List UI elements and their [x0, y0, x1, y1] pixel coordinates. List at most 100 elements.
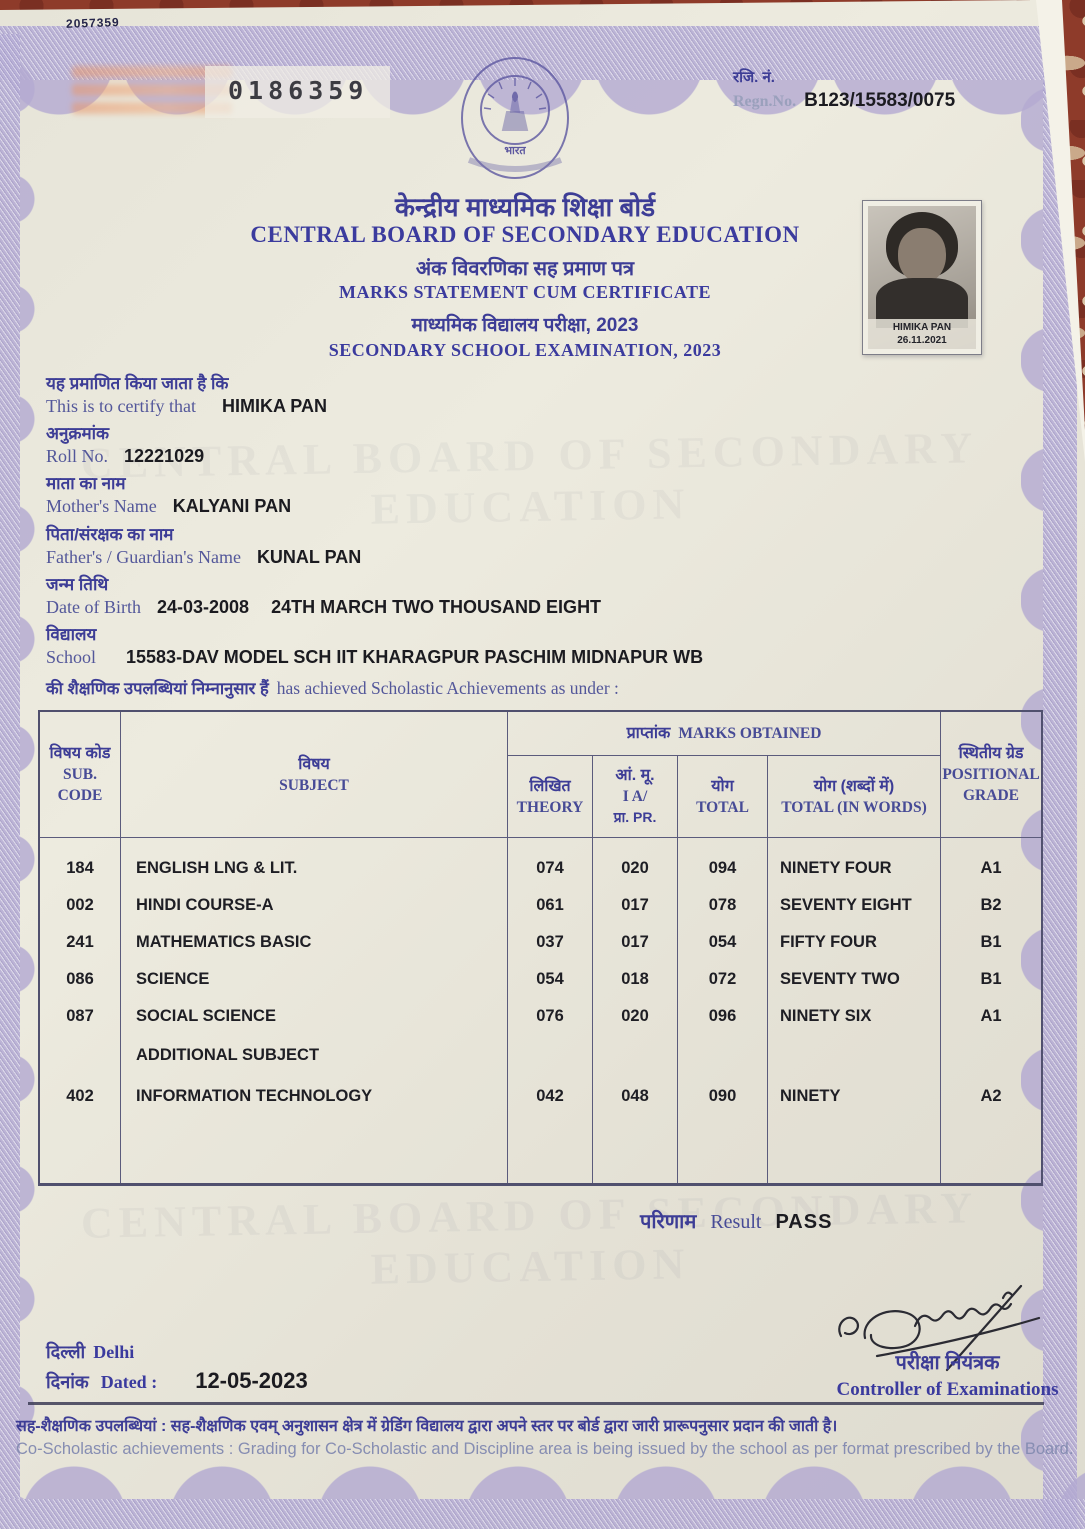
total-in-words: NINETY SIX	[780, 1007, 872, 1025]
mother-name: KALYANI PAN	[172, 496, 292, 516]
exam-title-english: SECONDARY SCHOOL EXAMINATION, 2023	[328, 340, 722, 360]
positional-grade: A1	[980, 859, 1002, 877]
result-line: परिणाम Result PASS	[640, 1207, 832, 1234]
father-line: Father's / Guardian's Name KUNAL PAN	[46, 547, 362, 567]
ink-stamp	[72, 60, 232, 114]
place-value: Delhi	[93, 1342, 135, 1362]
column-total-in-words: NINETY FOUR SEVENTY EIGHT FIFTY FOUR SEV…	[767, 838, 940, 1183]
dob-line: Date of Birth 24-03-2008 24TH MARCH TWO TH…	[46, 597, 602, 617]
total-in-words: FIFTY FOUR	[780, 933, 877, 951]
total-in-words: SEVENTY TWO	[780, 970, 900, 988]
theory-marks: 054	[536, 970, 564, 988]
roll-line: Roll No. 12221029	[46, 446, 205, 466]
sub-code: 087	[66, 1007, 94, 1025]
total-in-words: NINETY FOUR	[780, 859, 892, 877]
positional-grade: B2	[980, 896, 1002, 914]
regn-number: B123/15583/0075	[804, 90, 956, 111]
controller-of-examinations: परीक्षा नियंत्रक Controller of Examinati…	[810, 1348, 1085, 1401]
positional-grade: B1	[980, 933, 1002, 951]
sub-code: 002	[66, 896, 94, 914]
positional-grade: B1	[980, 970, 1002, 988]
photo-caption-name: HIMIKA PAN	[892, 322, 952, 333]
result-label: Result	[710, 1211, 762, 1233]
ia-marks: 020	[621, 859, 649, 877]
batch-serial-number: 2057359	[65, 15, 120, 31]
marks-table: विषय कोड SUB. CODE विषय SUBJECT प्राप्ता…	[38, 710, 1043, 1186]
guilloche-border-left	[0, 34, 36, 1499]
dated-value: 12-05-2023	[195, 1368, 308, 1393]
sub-code: 402	[66, 1086, 94, 1105]
col-header-sub-code: विषय कोड SUB. CODE	[40, 712, 120, 838]
total-marks: 090	[708, 1086, 737, 1105]
column-ia-pr: 020 017 017 018 020 048	[592, 838, 677, 1183]
certify-line: This is to certify that HIMIKA PAN	[46, 396, 327, 416]
footer-divider	[28, 1402, 1044, 1405]
subject-name: INFORMATION TECHNOLOGY	[136, 1086, 373, 1105]
subject-name: HINDI COURSE-A	[136, 896, 274, 914]
photo-caption: HIMIKA PAN 26.11.2021	[868, 319, 976, 349]
board-title-english: CENTRAL BOARD OF SECONDARY EDUCATION	[250, 222, 800, 247]
col-header-total: योग TOTAL	[677, 756, 767, 838]
board-title-hindi: केन्द्रीय माध्यमिक शिक्षा बोर्ड	[395, 192, 655, 222]
positional-grade: A2	[980, 1086, 1002, 1105]
exam-title-hindi: माध्यमिक विद्यालय परीक्षा, 2023	[411, 315, 639, 336]
co-scholastic-note-english: Co-Scholastic achievements : Grading for…	[16, 1440, 1074, 1458]
guilloche-border-top	[0, 26, 1051, 128]
controller-label-hindi: परीक्षा नियंत्रक	[895, 1352, 1000, 1374]
subject-name: MATHEMATICS BASIC	[136, 933, 312, 951]
col-header-marks-obtained: प्राप्तांक MARKS OBTAINED	[507, 712, 940, 756]
doc-title-hindi: अंक विवरणिका सह प्रमाण पत्र	[415, 258, 635, 280]
theory-marks: 061	[536, 896, 564, 914]
total-marks: 078	[708, 896, 737, 914]
column-grade: A1 B2 B1 B1 A1 A2	[940, 838, 1041, 1183]
cbse-emblem: भारत	[455, 52, 575, 197]
col-header-ia-pr: आं. मू. I A/ प्रा. PR.	[592, 756, 677, 838]
mother-line: Mother's Name KALYANI PAN	[46, 496, 292, 516]
theory-marks: 037	[536, 933, 564, 951]
certify-label-hindi: यह प्रमाणित किया जाता है कि	[46, 374, 229, 393]
result-value: PASS	[775, 1211, 833, 1233]
column-total: 094 078 054 072 096 090	[677, 838, 767, 1183]
dob-value: 24-03-2008	[156, 597, 250, 617]
dated-line: दिनांक Dated : 12-05-2023	[46, 1368, 308, 1393]
controller-signature	[825, 1278, 1075, 1383]
sub-code: 086	[66, 970, 94, 988]
positional-grade: A1	[980, 1007, 1002, 1025]
col-header-subject: विषय SUBJECT	[120, 712, 507, 838]
total-marks: 096	[708, 1007, 737, 1025]
ia-marks: 017	[621, 896, 649, 914]
total-in-words: SEVENTY EIGHT	[780, 896, 912, 914]
col-header-theory: लिखित THEORY	[507, 756, 592, 838]
ia-marks: 017	[621, 933, 649, 951]
sub-code: 184	[66, 859, 94, 877]
dob-label-hindi: जन्म तिथि	[46, 575, 109, 594]
total-marks: 072	[708, 970, 737, 988]
emblem-country-label: भारत	[504, 145, 526, 157]
subject-name: SOCIAL SCIENCE	[136, 1007, 276, 1025]
school-label-hindi: विद्यालय	[46, 625, 97, 644]
theory-marks: 076	[536, 1007, 564, 1025]
ia-marks: 020	[621, 1007, 649, 1025]
total-marks: 054	[708, 933, 737, 951]
controller-label: Controller of Examinations	[836, 1379, 1059, 1400]
additional-subject-label: ADDITIONAL SUBJECT	[136, 1045, 320, 1064]
theory-marks: 042	[536, 1086, 564, 1105]
guilloche-border-right	[1021, 60, 1077, 1529]
column-subject: ENGLISH LNG & LIT. HINDI COURSE-A MATHEM…	[120, 838, 507, 1183]
school-line: School 15583-DAV MODEL SCH IIT KHARAGPUR …	[46, 647, 704, 667]
col-header-positional-grade: स्थितीय ग्रेड POSITIONAL GRADE	[940, 712, 1041, 838]
mother-label-hindi: माता का नाम	[46, 474, 126, 493]
place-line: दिल्ली Delhi	[46, 1342, 135, 1362]
roll-label-hindi: अनुक्रमांक	[46, 424, 110, 443]
result-label-hindi: परिणाम	[640, 1211, 697, 1233]
ia-marks: 048	[621, 1086, 649, 1105]
guilloche-border-bottom	[0, 1457, 1085, 1529]
total-in-words: NINETY	[780, 1086, 841, 1105]
father-label-hindi: पिता/संरक्षक का नाम	[46, 525, 174, 544]
sub-code: 241	[66, 933, 94, 951]
achievements-line: की शैक्षणिक उपलब्धियां निम्नानुसार हैं ha…	[46, 678, 619, 698]
watermark-text: CENTRAL BOARD OF SECONDARY EDUCATION	[80, 423, 979, 534]
column-sub-code: 184 002 241 086 087 402	[40, 838, 120, 1183]
roll-number: 12221029	[124, 446, 205, 466]
